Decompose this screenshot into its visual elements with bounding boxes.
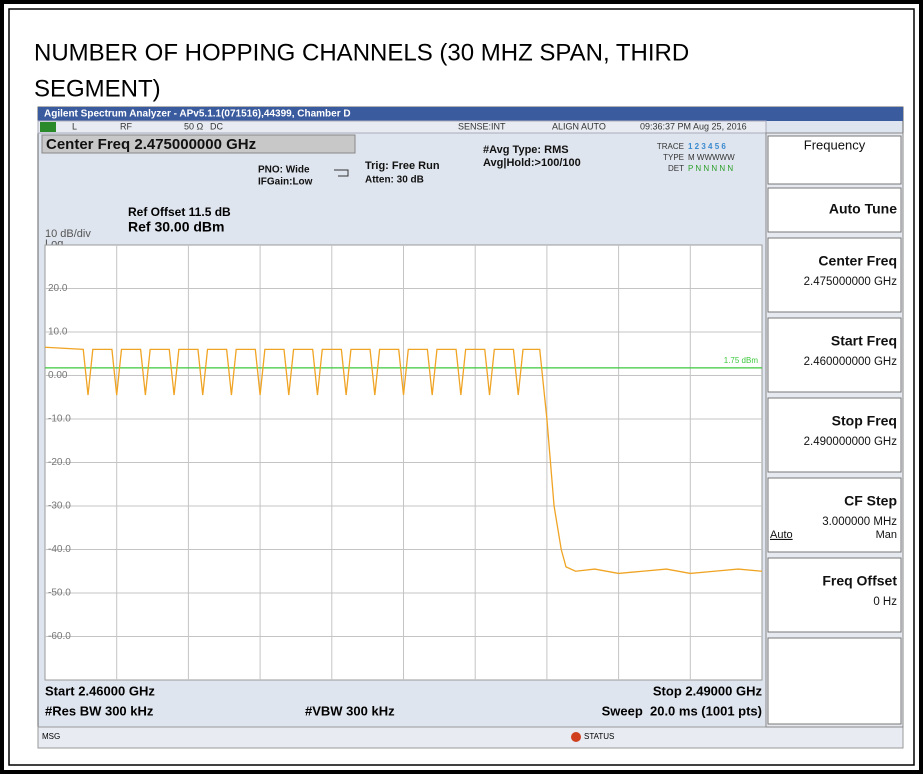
app-title: Agilent Spectrum Analyzer - APv5.1.1(071… xyxy=(44,109,351,120)
softkey[interactable] xyxy=(767,237,902,313)
scale: 10 dB/div xyxy=(45,228,91,240)
softkey-menu-title: Frequency xyxy=(804,137,866,152)
setting: IFGain:Low xyxy=(258,177,313,188)
display-line-label: 1.75 dBm xyxy=(724,356,759,365)
status-text: RF xyxy=(120,121,132,131)
center-freq-box xyxy=(41,134,356,154)
y-tick-label: -60.0 xyxy=(48,631,71,642)
trace-value: P N N N N N xyxy=(688,164,733,173)
softkey-option: Auto xyxy=(770,529,793,541)
footer-text: Stop 2.49000 GHz xyxy=(653,683,763,698)
status-icon xyxy=(40,122,56,132)
softkey-value: 2.475000000 GHz xyxy=(804,276,898,288)
status-text: DC xyxy=(210,121,223,131)
msg-bar xyxy=(37,726,904,749)
trace-label: DET xyxy=(668,164,684,173)
softkey-menu xyxy=(767,135,902,185)
softkey-label: Freq Offset xyxy=(822,573,897,589)
pno-icon xyxy=(334,169,349,177)
y-tick-label: 20.0 xyxy=(48,283,68,294)
status-text: 09:36:37 PM Aug 25, 2016 xyxy=(640,121,747,131)
y-tick-label: 10.0 xyxy=(48,327,68,338)
status-text: ALIGN AUTO xyxy=(552,121,606,131)
trace-label: TYPE xyxy=(663,153,684,162)
center-freq: Center Freq 2.475000000 GHz xyxy=(46,136,256,153)
y-tick-label: -40.0 xyxy=(48,544,71,555)
app-title-bar xyxy=(38,107,903,121)
trace-value: M WWWWW xyxy=(688,153,735,162)
inner-frame xyxy=(8,8,915,766)
trace xyxy=(44,346,763,575)
status-text: 50 Ω xyxy=(184,121,204,131)
softkey[interactable] xyxy=(767,317,902,393)
setting: #Avg Type: RMS xyxy=(483,144,569,156)
softkey-label: Start Freq xyxy=(831,333,897,349)
softkey-option: Man xyxy=(876,529,897,541)
y-tick-label: 0.00 xyxy=(48,370,68,381)
softkey[interactable] xyxy=(767,557,902,633)
softkey-value: 2.460000000 GHz xyxy=(804,356,898,368)
y-tick-label: -50.0 xyxy=(48,588,71,599)
softkey xyxy=(767,637,902,725)
ref-level: Ref 30.00 dBm xyxy=(128,219,224,235)
footer-text: #VBW 300 kHz xyxy=(305,703,395,718)
setting: Atten: 30 dB xyxy=(365,175,424,186)
softkey[interactable] xyxy=(767,397,902,473)
status-text: L xyxy=(72,121,77,131)
softkey[interactable] xyxy=(767,477,902,553)
page-title: NUMBER OF HOPPING CHANNELS (30 MHZ SPAN,… xyxy=(34,39,689,66)
softkey-label: Center Freq xyxy=(818,253,897,269)
status-row xyxy=(37,120,767,134)
setting: Trig: Free Run xyxy=(365,160,440,172)
softkey-label: Auto Tune xyxy=(829,201,897,217)
ref-offset: Ref Offset 11.5 dB xyxy=(128,205,231,219)
footer-text: Sweep 20.0 ms (1001 pts) xyxy=(602,703,762,718)
softkey-label: Stop Freq xyxy=(832,413,897,429)
y-tick-label: -10.0 xyxy=(48,414,71,425)
trace-value: 1 2 3 4 5 6 xyxy=(688,142,726,151)
setting: PNO: Wide xyxy=(258,165,310,176)
softkey-value: 3.000000 MHz xyxy=(822,516,897,528)
status: STATUS xyxy=(584,732,614,741)
y-tick-label: -30.0 xyxy=(48,501,71,512)
page-title: SEGMENT) xyxy=(34,75,161,102)
softkey-label: CF Step xyxy=(844,493,897,509)
setting: Avg|Hold:>100/100 xyxy=(483,157,581,169)
footer-text: Start 2.46000 GHz xyxy=(45,683,155,698)
y-tick-label: -20.0 xyxy=(48,457,71,468)
msg: MSG xyxy=(42,732,60,741)
softkey-value: 2.490000000 GHz xyxy=(804,436,898,448)
trace-label: TRACE xyxy=(657,142,684,151)
softkey-value: 0 Hz xyxy=(873,596,897,608)
softkey[interactable] xyxy=(767,187,902,233)
status-text: SENSE:INT xyxy=(458,121,506,131)
status-icon xyxy=(571,732,581,742)
footer-text: #Res BW 300 kHz xyxy=(45,703,154,718)
